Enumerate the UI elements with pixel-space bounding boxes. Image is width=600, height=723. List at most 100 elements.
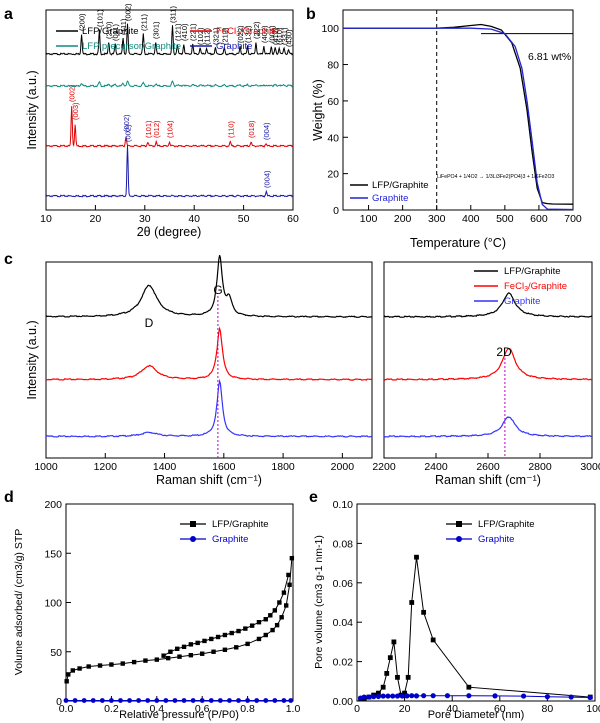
b-x-tick-label: 200: [394, 213, 412, 225]
bet-point-graphite: [245, 698, 251, 703]
e-x-tick-label: 60: [494, 703, 506, 715]
a-lfp-peak-label: (101): [95, 9, 104, 27]
series-fecl3-graphite-xrd: [45, 106, 294, 148]
bet-point: [222, 632, 228, 638]
panel-c-letter: c: [4, 251, 13, 268]
a-lfp-peak-label: (402): [260, 25, 269, 43]
panel-d-series: [63, 555, 295, 703]
a-lfp-peak-label: (412): [271, 27, 280, 45]
bet-point-graphite: [236, 698, 241, 703]
bet-point-graphite: [208, 698, 214, 703]
panel-b-x-label: Temperature (°C): [410, 236, 506, 250]
series-graphite-xrd: [45, 145, 294, 198]
legend-c-fecl3: FeCl3/Graphite: [504, 281, 567, 293]
a-x-tick-label: 40: [188, 213, 200, 225]
bet-point: [243, 626, 248, 631]
bet-point: [229, 630, 234, 636]
a-lfp-peak-label: (111): [119, 18, 128, 35]
legend-d-lfp: LFP/Graphite: [212, 519, 269, 530]
legend-b-graphite: Graphite: [372, 193, 408, 204]
c-right-x-tick-label: 2200: [372, 461, 396, 473]
e-y-tick-label: 0.10: [333, 499, 354, 511]
a-lfp-peak-label: (410): [180, 23, 189, 41]
panel-a-series: [45, 23, 294, 198]
b-x-tick-label: 700: [564, 213, 582, 225]
a-graphite-peak-label: (004): [262, 170, 271, 188]
bet-point-graphite: [272, 698, 278, 703]
c-left-x-tick-label: 1000: [34, 461, 58, 473]
bet-point: [165, 655, 171, 661]
series-raman-left-2: [45, 378, 373, 438]
bet-point: [211, 649, 216, 654]
bet-point: [66, 672, 71, 677]
a-x-tick-label: 50: [238, 213, 250, 225]
pore-point-graphite: [409, 693, 415, 699]
bet-point-graphite: [163, 698, 169, 703]
panel-c-ticks: 1000 1200 1400 1600 1800 2000 2200 2400 2600 2800…: [34, 453, 600, 473]
panel-e-frame: [356, 503, 596, 702]
bet-point-graphite: [281, 698, 287, 703]
e-y-tick-label: 0.08: [333, 538, 354, 550]
a-lfp-peak-label: (002): [124, 3, 133, 21]
a-fecl3-peak-label: (003): [71, 102, 80, 120]
panel-d-y-label: Volume adsorbed/ (cm3/g) STP: [13, 529, 25, 675]
panel-c-x-label-left: Raman shift (cm⁻¹): [156, 473, 262, 487]
a-x-tick-label: 10: [40, 213, 52, 225]
pore-point-graphite: [390, 693, 396, 699]
pore-point-graphite: [568, 694, 574, 700]
legend-a-precursor: LFP precursor/Graphite: [82, 41, 181, 52]
pore-point-graphite: [492, 693, 498, 699]
a-lfp-peak-label: (102): [196, 27, 205, 45]
bet-point-graphite: [199, 698, 205, 703]
legend-b-lfp: LFP/Graphite: [372, 180, 429, 191]
a-lfp-peak-label: (311): [168, 6, 177, 23]
bet-point: [279, 615, 284, 620]
d-y-tick-label: 50: [50, 647, 62, 659]
bet-point: [77, 666, 82, 671]
b-y-tick-label: 60: [327, 96, 339, 108]
pore-point-graphite: [466, 693, 472, 699]
pore-point: [387, 655, 393, 661]
bet-point-graphite: [90, 698, 96, 703]
panel-d-ticks: 0.0 0.2 0.4 0.6 0.8 1.0 0 50 100 150 200: [44, 499, 300, 715]
a-lfp-peak-label: (121): [173, 23, 182, 41]
panel-d-x-label: Relative pressure (P/P0): [119, 709, 239, 721]
d-y-tick-label: 200: [44, 499, 62, 511]
a-lfp-peak-label: (610): [275, 27, 284, 45]
d-x-tick-label: 0.6: [195, 703, 210, 715]
a-lfp-peak-label: (022): [236, 25, 245, 43]
series-raman-right-1: [383, 348, 593, 381]
bet-point: [109, 662, 114, 667]
bet-point-graphite: [145, 698, 151, 703]
bet-point: [177, 654, 182, 659]
pore-point-graphite: [394, 693, 401, 699]
b-y-tick-label: 80: [327, 60, 339, 72]
panel-a-y-label: Intensity (a.u.): [25, 70, 39, 149]
pore-point: [376, 690, 381, 696]
pore-point-graphite: [371, 694, 377, 700]
series-raman-left-0: [45, 255, 373, 318]
panel-e-letter: e: [309, 489, 318, 506]
bet-point: [277, 600, 282, 605]
panel-e-x-label: Pore Diameter (nm): [428, 709, 525, 721]
bet-point-graphite: [263, 698, 269, 703]
pore-point-graphite: [385, 693, 391, 699]
bet-point-graphite: [118, 698, 123, 703]
pore-point-graphite: [544, 694, 551, 700]
a-lfp-peak-label: (221): [189, 23, 198, 41]
panel-b-letter: b: [306, 6, 316, 23]
bet-point: [181, 644, 187, 650]
legend-d-marker-graphite: [190, 536, 196, 542]
a-lfp-peak-label: (430): [285, 29, 294, 47]
bet-point-graphite: [217, 698, 223, 703]
legend-a-fecl3: FeCl3/Graphite: [216, 26, 279, 38]
pore-point-graphite: [444, 693, 451, 699]
bet-point: [131, 659, 137, 665]
panel-c-x-label-right: Raman shift (cm⁻¹): [435, 473, 541, 487]
pore-point-graphite: [421, 693, 427, 699]
series-lfp-graphite-xrd: [45, 23, 294, 56]
b-y-tick-label: 100: [321, 23, 339, 35]
d-x-tick-label: 0.4: [149, 703, 164, 715]
a-lfp-peak-label: (131): [244, 25, 253, 43]
